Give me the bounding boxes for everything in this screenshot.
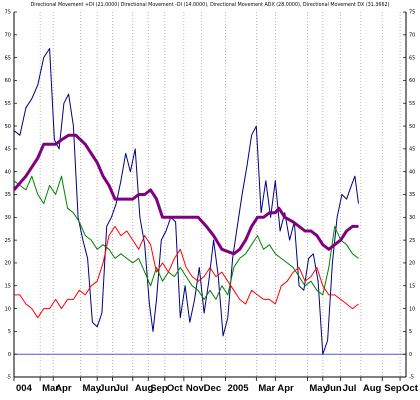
series-line-3 bbox=[12, 133, 359, 256]
ytick-left-label: 45 bbox=[5, 147, 11, 153]
xtick-label: Jul bbox=[115, 383, 129, 394]
xtick-label: Jul bbox=[343, 383, 357, 394]
xtick-label: Nov bbox=[186, 383, 205, 394]
ytick-left-label: 60 bbox=[5, 78, 11, 84]
xtick-label: Jun bbox=[325, 383, 342, 394]
chart-title: Directional Movement +DI (21.0000) Direc… bbox=[31, 2, 390, 8]
ytick-right-label: 0 bbox=[409, 352, 412, 358]
ytick-right-label: 70 bbox=[409, 33, 415, 39]
xtick-label: Sep bbox=[150, 383, 168, 394]
ytick-right-label: 60 bbox=[409, 78, 415, 84]
plot-area bbox=[12, 48, 359, 355]
xtick-label: Apr bbox=[55, 383, 72, 394]
series-line-0 bbox=[13, 48, 359, 355]
ytick-left-label: 55 bbox=[5, 101, 11, 107]
ytick-left-label: 70 bbox=[5, 33, 11, 39]
ytick-left-label: 35 bbox=[5, 192, 11, 198]
xtick-label: 2005 bbox=[227, 383, 249, 394]
xtick-label: Dec bbox=[204, 383, 221, 394]
ytick-left-label: 25 bbox=[5, 238, 11, 244]
y-axis-right: -5 0 5 10 15 20 25 30 35 40 45 50 55 60 65 70 75 bbox=[403, 10, 415, 381]
xtick-label: Mar bbox=[258, 383, 275, 394]
ytick-right-label: 35 bbox=[409, 192, 415, 198]
ytick-right-label: 15 bbox=[409, 283, 415, 289]
ytick-left-label: -5 bbox=[6, 375, 11, 381]
ytick-left-label: 10 bbox=[5, 306, 11, 312]
ytick-right-label: -5 bbox=[409, 375, 414, 381]
ytick-left-label: 20 bbox=[5, 261, 11, 267]
ytick-left-label: 5 bbox=[8, 329, 11, 335]
ytick-right-label: 10 bbox=[409, 306, 415, 312]
ytick-left-label: 30 bbox=[5, 215, 11, 221]
y-axis-left: -5 0 5 10 15 20 25 30 35 40 45 50 55 60 65 70 75 bbox=[5, 10, 17, 381]
xtick-label: Sep bbox=[384, 383, 402, 394]
xtick-label: Jun bbox=[99, 383, 116, 394]
ytick-right-label: 30 bbox=[409, 215, 415, 221]
xtick-label: Aug bbox=[135, 383, 154, 394]
ytick-right-label: 50 bbox=[409, 124, 415, 130]
ytick-right-label: 40 bbox=[409, 169, 415, 175]
xtick-label: Oct bbox=[402, 383, 419, 394]
ytick-right-label: 75 bbox=[409, 10, 415, 16]
xtick-label: Mar bbox=[42, 383, 59, 394]
series-line-1 bbox=[13, 175, 359, 300]
ytick-right-label: 20 bbox=[409, 261, 415, 267]
ytick-left-label: 75 bbox=[5, 10, 11, 16]
ytick-right-label: 65 bbox=[409, 55, 415, 61]
ytick-right-label: 5 bbox=[409, 329, 412, 335]
xtick-label: May bbox=[309, 383, 328, 394]
ytick-left-label: 15 bbox=[5, 283, 11, 289]
grid bbox=[13, 12, 401, 377]
ytick-left-label: 50 bbox=[5, 124, 11, 130]
xtick-label: Apr bbox=[277, 383, 294, 394]
xtick-label: Oct bbox=[167, 383, 184, 394]
ytick-left-label: 65 bbox=[5, 55, 11, 61]
xtick-label: 004 bbox=[16, 383, 33, 394]
ytick-right-label: 45 bbox=[409, 147, 415, 153]
ytick-right-label: 55 bbox=[409, 101, 415, 107]
xtick-label: Aug bbox=[363, 383, 382, 394]
series-line-2 bbox=[14, 225, 359, 319]
ytick-right-label: 25 bbox=[409, 238, 415, 244]
ytick-left-label: 0 bbox=[8, 352, 11, 358]
xtick-label: May bbox=[83, 383, 102, 394]
ytick-left-label: 40 bbox=[5, 169, 11, 175]
